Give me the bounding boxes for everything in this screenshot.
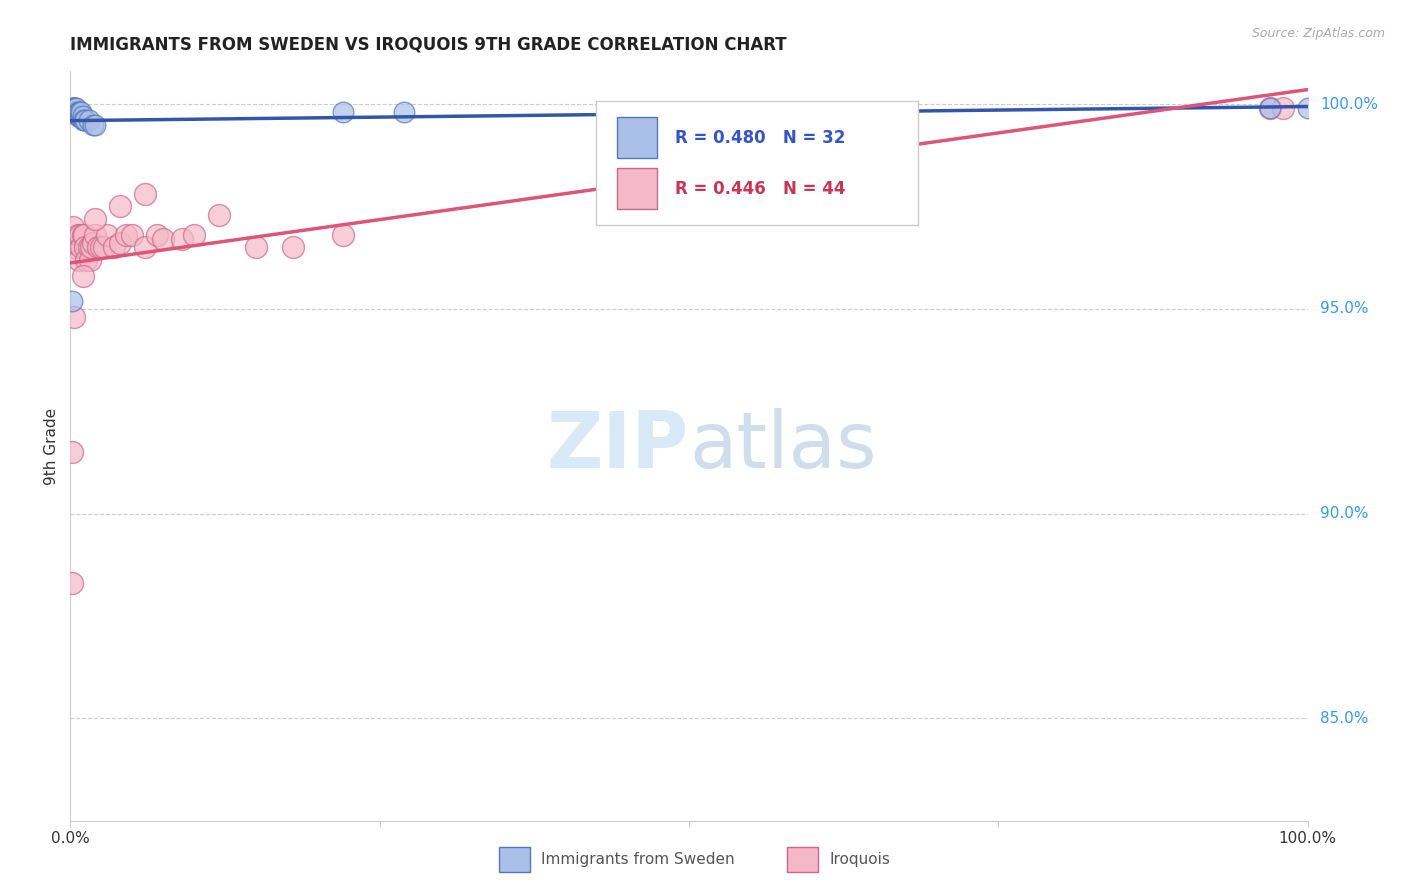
- Point: [108, 199, 131, 213]
- Point: [77, 240, 100, 254]
- Point: [66, 105, 89, 120]
- Point: [121, 228, 143, 243]
- Text: Iroquois: Iroquois: [830, 853, 890, 867]
- Point: [77, 113, 100, 128]
- Point: [60, 445, 83, 459]
- Point: [70, 109, 93, 123]
- Point: [394, 105, 416, 120]
- Text: Source: ZipAtlas.com: Source: ZipAtlas.com: [1251, 27, 1385, 40]
- Point: [84, 228, 107, 243]
- Point: [62, 219, 84, 234]
- Point: [152, 232, 174, 246]
- Text: R = 0.480   N = 32: R = 0.480 N = 32: [675, 128, 845, 146]
- Point: [69, 109, 91, 123]
- Point: [72, 109, 94, 123]
- Point: [134, 187, 156, 202]
- Point: [63, 101, 86, 115]
- Text: 100.0%: 100.0%: [1320, 96, 1378, 112]
- Point: [65, 101, 87, 115]
- Point: [183, 228, 205, 243]
- Point: [69, 228, 91, 243]
- Point: [65, 105, 87, 120]
- Point: [70, 105, 93, 120]
- Point: [208, 208, 231, 222]
- Point: [82, 118, 104, 132]
- Point: [1260, 101, 1282, 115]
- Point: [1260, 101, 1282, 115]
- Point: [90, 240, 112, 254]
- Point: [332, 228, 354, 243]
- Point: [1271, 101, 1294, 115]
- Point: [84, 211, 107, 226]
- Point: [73, 113, 96, 128]
- Point: [75, 240, 97, 254]
- Point: [67, 105, 90, 120]
- Point: [1296, 101, 1319, 115]
- Point: [332, 105, 354, 120]
- Point: [96, 228, 118, 243]
- Point: [79, 252, 101, 267]
- Point: [60, 293, 83, 308]
- Point: [72, 228, 94, 243]
- Text: Immigrants from Sweden: Immigrants from Sweden: [541, 853, 735, 867]
- Point: [678, 146, 700, 161]
- Point: [75, 252, 97, 267]
- Point: [80, 240, 103, 254]
- Point: [66, 228, 89, 243]
- Text: 90.0%: 90.0%: [1320, 506, 1368, 521]
- Text: 85.0%: 85.0%: [1320, 711, 1368, 726]
- Point: [170, 232, 193, 246]
- Point: [115, 228, 138, 243]
- Point: [93, 240, 115, 254]
- Point: [863, 138, 886, 153]
- Text: R = 0.446   N = 44: R = 0.446 N = 44: [675, 179, 846, 198]
- Point: [65, 101, 87, 115]
- Point: [72, 269, 94, 284]
- Text: ZIP: ZIP: [547, 408, 689, 484]
- Point: [86, 240, 108, 254]
- Point: [245, 240, 267, 254]
- Point: [103, 240, 125, 254]
- Point: [65, 101, 87, 115]
- FancyBboxPatch shape: [596, 102, 918, 225]
- Point: [146, 228, 169, 243]
- Point: [65, 105, 87, 120]
- FancyBboxPatch shape: [617, 117, 657, 158]
- Text: 95.0%: 95.0%: [1320, 301, 1368, 317]
- Point: [62, 101, 84, 115]
- Text: IMMIGRANTS FROM SWEDEN VS IROQUOIS 9TH GRADE CORRELATION CHART: IMMIGRANTS FROM SWEDEN VS IROQUOIS 9TH G…: [70, 36, 787, 54]
- Point: [75, 113, 97, 128]
- Point: [67, 109, 90, 123]
- Point: [72, 113, 94, 128]
- Point: [73, 228, 96, 243]
- Point: [70, 240, 93, 254]
- Point: [82, 236, 104, 251]
- Point: [62, 105, 84, 120]
- Point: [108, 236, 131, 251]
- Point: [63, 101, 86, 115]
- Point: [63, 310, 86, 324]
- Point: [281, 240, 304, 254]
- Point: [84, 118, 107, 132]
- Point: [69, 105, 91, 120]
- Point: [60, 576, 83, 591]
- Point: [66, 109, 89, 123]
- FancyBboxPatch shape: [617, 168, 657, 210]
- Point: [60, 101, 83, 115]
- Point: [65, 105, 87, 120]
- Y-axis label: 9th Grade: 9th Grade: [44, 408, 59, 484]
- Point: [65, 236, 87, 251]
- Point: [63, 105, 86, 120]
- Point: [67, 252, 90, 267]
- Text: atlas: atlas: [689, 408, 876, 484]
- Point: [134, 240, 156, 254]
- Point: [63, 240, 86, 254]
